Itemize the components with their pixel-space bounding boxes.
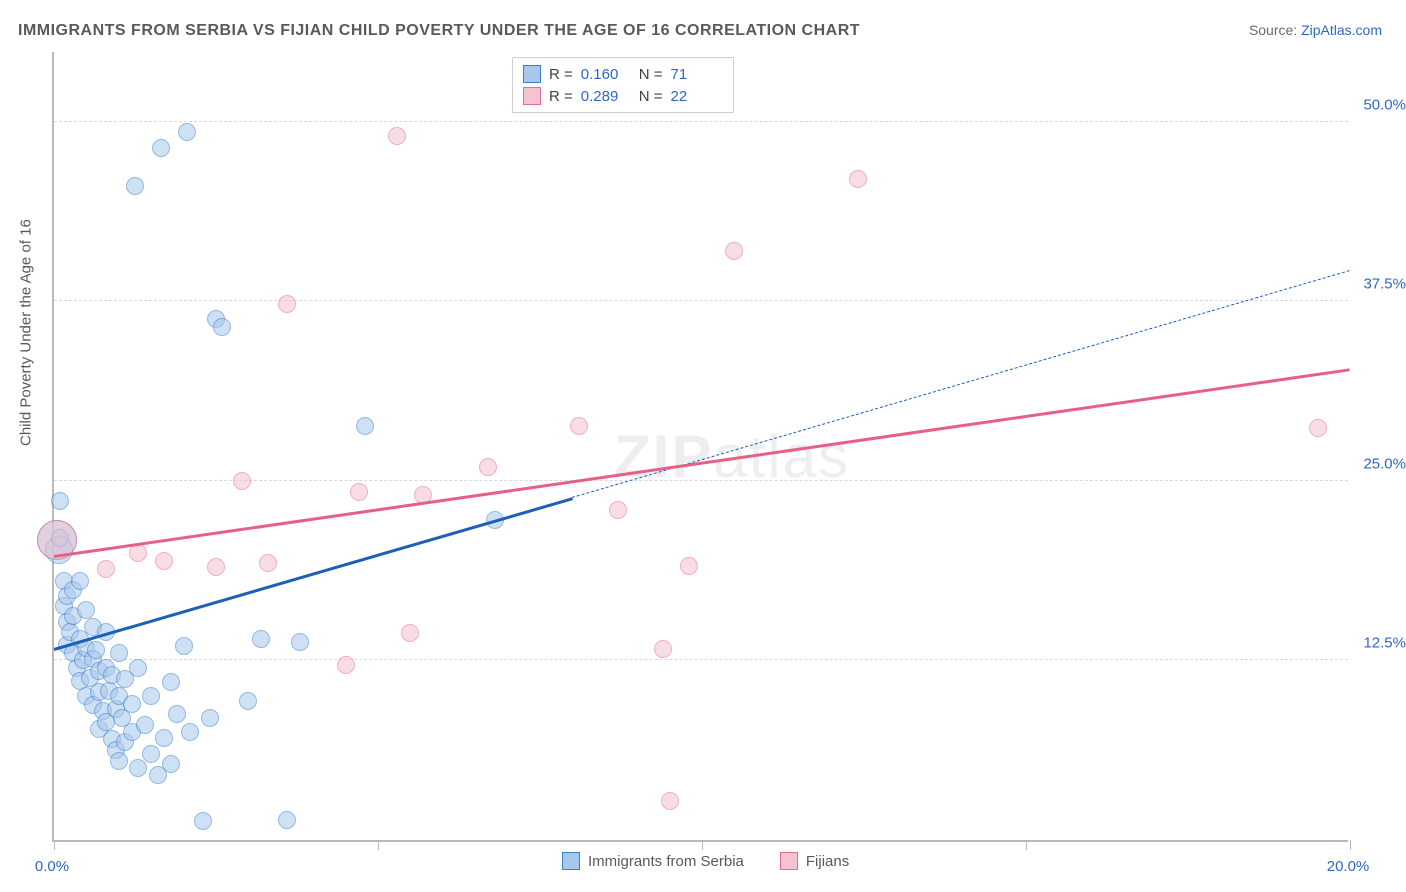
y-tick-label: 50.0%: [1363, 96, 1406, 113]
gridline: [54, 659, 1348, 660]
data-point-serbia: [77, 601, 95, 619]
data-point-serbia: [152, 139, 170, 157]
data-point-fijians: [259, 554, 277, 572]
data-point-serbia: [136, 716, 154, 734]
data-point-serbia: [175, 637, 193, 655]
legend-series: Immigrants from Serbia Fijians: [562, 852, 849, 870]
data-point-fijians: [155, 552, 173, 570]
legend-n-value: 22: [671, 88, 721, 105]
legend-stats: R = 0.160 N = 71 R = 0.289 N = 22: [512, 57, 734, 113]
legend-r-value: 0.289: [581, 88, 631, 105]
data-point-serbia: [87, 641, 105, 659]
data-point-fijians: [388, 127, 406, 145]
data-point-fijians: [654, 640, 672, 658]
legend-swatch: [780, 852, 798, 870]
gridline: [54, 121, 1348, 122]
data-point-serbia: [142, 745, 160, 763]
legend-swatch: [523, 65, 541, 83]
data-point-serbia: [162, 755, 180, 773]
data-point-fijians: [680, 557, 698, 575]
data-point-fijians: [350, 483, 368, 501]
legend-series-name: Immigrants from Serbia: [588, 853, 744, 870]
data-point-serbia: [178, 123, 196, 141]
x-tick: [378, 840, 379, 850]
y-axis-label: Child Poverty Under the Age of 16: [18, 219, 35, 446]
y-tick-label: 12.5%: [1363, 635, 1406, 652]
x-tick-label: 20.0%: [1327, 858, 1370, 875]
data-point-fijians: [278, 295, 296, 313]
y-tick-label: 25.0%: [1363, 455, 1406, 472]
data-point-serbia: [213, 318, 231, 336]
data-point-serbia: [110, 752, 128, 770]
data-point-fijians: [207, 558, 225, 576]
x-tick: [702, 840, 703, 850]
x-tick: [54, 840, 55, 850]
data-point-fijians: [1309, 419, 1327, 437]
legend-n-label: N =: [639, 88, 663, 105]
data-point-fijians: [337, 656, 355, 674]
data-point-serbia: [71, 572, 89, 590]
legend-swatch: [523, 87, 541, 105]
data-point-fijians: [97, 560, 115, 578]
data-point-fijians: [570, 417, 588, 435]
data-point-fijians: [609, 501, 627, 519]
data-point-fijians: [233, 472, 251, 490]
data-point-serbia: [181, 723, 199, 741]
data-point-serbia: [239, 692, 257, 710]
legend-swatch: [562, 852, 580, 870]
data-point-serbia: [291, 633, 309, 651]
data-point-serbia: [252, 630, 270, 648]
y-tick-label: 37.5%: [1363, 276, 1406, 293]
data-point-serbia: [126, 177, 144, 195]
source-label: Source:: [1249, 22, 1301, 38]
legend-series-name: Fijians: [806, 853, 849, 870]
legend-stats-row-serbia: R = 0.160 N = 71: [523, 63, 721, 85]
data-point-serbia: [201, 709, 219, 727]
data-point-serbia: [162, 673, 180, 691]
data-point-serbia: [155, 729, 173, 747]
data-point-serbia: [123, 695, 141, 713]
data-point-serbia: [278, 811, 296, 829]
x-tick: [1026, 840, 1027, 850]
legend-r-label: R =: [549, 88, 573, 105]
data-point-serbia: [142, 687, 160, 705]
data-point-fijians: [401, 624, 419, 642]
legend-n-value: 71: [671, 66, 721, 83]
data-point-serbia: [356, 417, 374, 435]
data-point-fijians: [725, 242, 743, 260]
chart-plot-area: ZIPatlas 12.5%25.0%37.5%50.0%: [52, 52, 1348, 842]
x-tick: [1350, 840, 1351, 850]
source-link[interactable]: ZipAtlas.com: [1301, 22, 1382, 38]
data-point-serbia: [110, 644, 128, 662]
legend-stats-row-fijians: R = 0.289 N = 22: [523, 85, 721, 107]
data-point-serbia: [129, 659, 147, 677]
trend-line: [54, 368, 1350, 558]
data-point-serbia: [51, 492, 69, 510]
source-credit: Source: ZipAtlas.com: [1249, 22, 1382, 38]
data-point-fijians: [661, 792, 679, 810]
chart-title: IMMIGRANTS FROM SERBIA VS FIJIAN CHILD P…: [18, 22, 860, 40]
data-point-fijians: [849, 170, 867, 188]
data-point-serbia: [168, 705, 186, 723]
data-point-fijians: [479, 458, 497, 476]
legend-item-serbia: Immigrants from Serbia: [562, 852, 744, 870]
legend-item-fijians: Fijians: [780, 852, 849, 870]
legend-n-label: N =: [639, 66, 663, 83]
data-point-serbia: [194, 812, 212, 830]
x-tick-label: 0.0%: [35, 858, 69, 875]
data-point-serbia: [129, 759, 147, 777]
legend-r-label: R =: [549, 66, 573, 83]
gridline: [54, 300, 1348, 301]
legend-r-value: 0.160: [581, 66, 631, 83]
